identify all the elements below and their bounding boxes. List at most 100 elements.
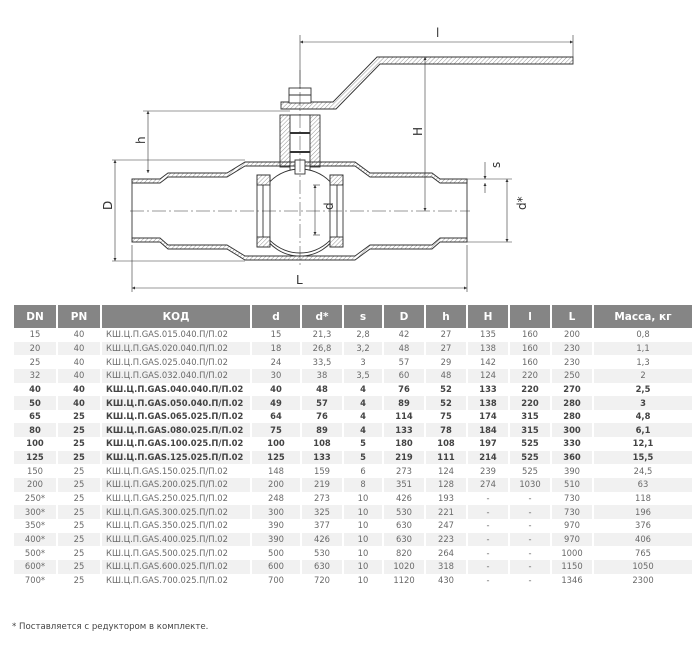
table-cell: - bbox=[468, 532, 508, 547]
table-cell: 10 bbox=[357, 493, 369, 503]
table-cell: 57 bbox=[398, 356, 410, 367]
table-cell: 247 bbox=[438, 520, 454, 531]
table-cell: - bbox=[528, 493, 532, 503]
table-row: 32 40 КШ.Ц.П.GAS.032.040.П/П.02 30 38 3,5 60 48… bbox=[14, 368, 692, 383]
table-cell: 15,5 bbox=[594, 450, 692, 465]
table-cell: 3,2 bbox=[344, 341, 382, 356]
dim-label-d-star: d* bbox=[515, 196, 529, 210]
table-cell: 48 bbox=[316, 383, 328, 394]
table-cell: 193 bbox=[438, 493, 454, 503]
table-cell: 133 bbox=[479, 383, 497, 394]
table-cell: 118 bbox=[635, 493, 651, 503]
table-cell: 1030 bbox=[510, 478, 550, 492]
table-cell: 2,8 bbox=[356, 329, 370, 340]
column-header: D bbox=[384, 305, 424, 328]
table-cell: 525 bbox=[521, 438, 539, 449]
table-cell: 108 bbox=[313, 438, 331, 449]
table-cell: - bbox=[510, 559, 550, 574]
table-cell: 220 bbox=[521, 383, 539, 394]
table-cell: 426 bbox=[302, 532, 342, 547]
table-cell: 315 bbox=[521, 411, 539, 422]
dim-label-l: l bbox=[436, 26, 439, 40]
table-cell: - bbox=[528, 520, 532, 531]
table-cell: 600 bbox=[252, 559, 300, 574]
table-cell: 1,3 bbox=[636, 356, 650, 367]
table-cell: 21,3 bbox=[312, 329, 332, 340]
table-cell: 426 bbox=[396, 493, 412, 503]
table-row: 15 40 КШ.Ц.П.GAS.015.040.П/П.02 15 21,3 2,8 42… bbox=[14, 328, 692, 342]
table-cell: 3 bbox=[360, 356, 366, 367]
table-cell: 220 bbox=[510, 368, 550, 383]
table-cell: 3,5 bbox=[344, 368, 382, 383]
table-row: 600* 25 КШ.Ц.П.GAS.600.025.П/П.02 600 630 10 1… bbox=[14, 559, 692, 574]
table-cell: 25 bbox=[29, 356, 41, 367]
table-cell: 330 bbox=[563, 438, 581, 449]
table-cell: 138 bbox=[468, 341, 508, 356]
table-cell: 180 bbox=[395, 438, 413, 449]
ball-valve-drawing: l H h D L d d* s bbox=[101, 26, 574, 292]
table-cell: 8 bbox=[344, 478, 382, 492]
table-cell: 75 bbox=[252, 423, 300, 438]
column-header: Масса, кг bbox=[594, 305, 692, 328]
column-header: L bbox=[552, 305, 592, 328]
table-cell: 360 bbox=[552, 450, 592, 465]
table-cell: 10 bbox=[344, 505, 382, 519]
column-header: h bbox=[426, 305, 466, 328]
table-cell: 500 bbox=[268, 547, 284, 558]
table-cell: 76 bbox=[398, 383, 410, 394]
table-cell: 730 bbox=[552, 505, 592, 519]
table-cell: 430 bbox=[438, 574, 454, 585]
table-cell: 239 bbox=[480, 465, 496, 476]
table-cell: КШ.Ц.П.GAS.100.025.П/П.02 bbox=[106, 438, 244, 449]
table-cell: КШ.Ц.П.GAS.400.025.П/П.02 bbox=[102, 532, 250, 547]
dim-label-L: L bbox=[296, 273, 303, 287]
table-cell: - bbox=[486, 493, 490, 503]
table-cell: 720 bbox=[314, 574, 330, 585]
table-cell: 6,1 bbox=[594, 423, 692, 438]
table-cell: 630 bbox=[396, 520, 412, 531]
table-cell: 40 bbox=[73, 383, 85, 394]
table-row: 300* 25 КШ.Ц.П.GAS.300.025.П/П.02 300 325 10 5… bbox=[14, 505, 692, 519]
dim-label-D: D bbox=[101, 201, 115, 210]
table-cell: 40 bbox=[58, 396, 100, 410]
table-cell: 270 bbox=[563, 383, 581, 394]
table-cell: 48 bbox=[426, 368, 466, 383]
table-cell: 100 bbox=[26, 438, 44, 449]
table-cell: 40 bbox=[270, 383, 282, 394]
table-cell: 135 bbox=[480, 329, 496, 340]
table-cell: 220 bbox=[510, 396, 550, 410]
table-cell: - bbox=[528, 574, 532, 585]
table-row: 80 25 КШ.Ц.П.GAS.080.025.П/П.02 75 89 4 133 78 1… bbox=[14, 423, 692, 438]
table-cell: КШ.Ц.П.GAS.250.025.П/П.02 bbox=[106, 493, 228, 503]
table-cell: 2300 bbox=[632, 574, 654, 585]
table-cell: 111 bbox=[426, 450, 466, 465]
table-cell: 174 bbox=[479, 411, 497, 422]
table-cell: 406 bbox=[594, 532, 692, 547]
table-cell: 1000 bbox=[561, 547, 583, 558]
table-cell: 5 bbox=[344, 450, 382, 465]
table-cell: 280 bbox=[552, 396, 592, 410]
table-cell: 214 bbox=[468, 450, 508, 465]
table-cell: КШ.Ц.П.GAS.600.025.П/П.02 bbox=[102, 559, 250, 574]
table-cell: КШ.Ц.П.GAS.200.025.П/П.02 bbox=[102, 478, 250, 492]
table-cell: 75 bbox=[440, 411, 452, 422]
table-cell: 29 bbox=[440, 356, 452, 367]
column-header: l bbox=[510, 305, 550, 328]
table-cell: 114 bbox=[395, 411, 413, 422]
table-cell: 820 bbox=[396, 547, 412, 558]
table-cell: 20 bbox=[14, 341, 56, 356]
table-cell: - bbox=[510, 532, 550, 547]
table-row: 350* 25 КШ.Ц.П.GAS.350.025.П/П.02 390 377 10 6… bbox=[14, 519, 692, 533]
table-cell: 76 bbox=[316, 411, 328, 422]
table-cell: 4 bbox=[344, 396, 382, 410]
table-cell: 6 bbox=[360, 465, 366, 476]
table-cell: КШ.Ц.П.GAS.032.040.П/П.02 bbox=[102, 368, 250, 383]
table-row: 100 25 КШ.Ц.П.GAS.100.025.П/П.02 100 108 5 180… bbox=[14, 437, 692, 451]
table-cell: - bbox=[486, 520, 490, 531]
table-cell: 42 bbox=[398, 329, 410, 340]
dim-label-h: h bbox=[134, 136, 148, 144]
table-cell: 530 bbox=[314, 547, 330, 558]
table-cell: 60 bbox=[384, 368, 424, 383]
table-cell: КШ.Ц.П.GAS.020.040.П/П.02 bbox=[102, 341, 250, 356]
